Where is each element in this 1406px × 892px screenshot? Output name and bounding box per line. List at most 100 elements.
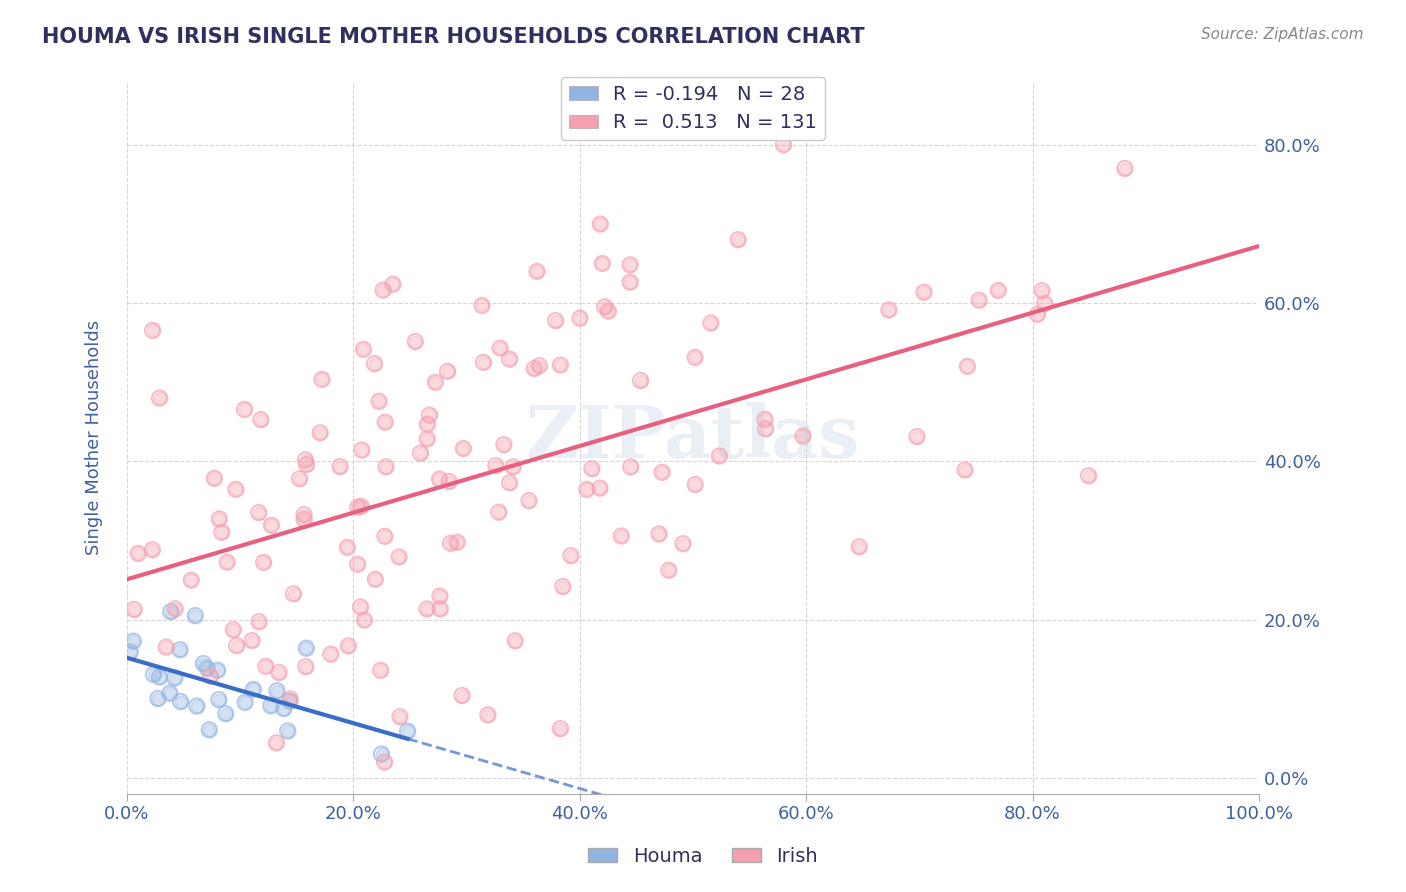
Point	[254, 659, 277, 673]
Point	[630, 374, 652, 388]
Point	[429, 589, 451, 603]
Point	[233, 696, 256, 710]
Point	[207, 663, 229, 677]
Point	[429, 602, 451, 616]
Point	[292, 512, 315, 526]
Point	[987, 284, 1010, 298]
Point	[498, 352, 520, 367]
Text: Source: ZipAtlas.com: Source: ZipAtlas.com	[1201, 27, 1364, 42]
Point	[278, 694, 301, 708]
Point	[755, 422, 778, 436]
Point	[453, 442, 475, 456]
Point	[374, 529, 396, 543]
Point	[198, 723, 221, 737]
Point	[292, 508, 315, 522]
Point	[388, 710, 411, 724]
Point	[589, 217, 612, 231]
Point	[200, 669, 222, 683]
Point	[429, 589, 451, 603]
Point	[186, 699, 208, 714]
Point	[489, 341, 512, 355]
Point	[630, 374, 652, 388]
Point	[146, 691, 169, 706]
Point	[683, 477, 706, 491]
Point	[195, 661, 218, 675]
Point	[619, 275, 641, 289]
Point	[598, 304, 620, 318]
Point	[419, 408, 441, 422]
Point	[1114, 161, 1136, 176]
Point	[409, 446, 432, 460]
Point	[485, 458, 508, 473]
Point	[120, 645, 142, 659]
Point	[260, 518, 283, 533]
Point	[436, 364, 458, 378]
Point	[416, 417, 439, 432]
Point	[912, 285, 935, 300]
Point	[127, 546, 149, 560]
Point	[273, 701, 295, 715]
Point	[404, 334, 426, 349]
Y-axis label: Single Mother Households: Single Mother Households	[86, 320, 103, 555]
Point	[591, 256, 613, 270]
Point	[292, 512, 315, 526]
Point	[247, 506, 270, 520]
Point	[877, 303, 900, 318]
Point	[488, 505, 510, 519]
Point	[575, 483, 598, 497]
Point	[370, 747, 392, 761]
Point	[122, 602, 145, 616]
Point	[180, 573, 202, 587]
Point	[368, 394, 391, 409]
Point	[159, 686, 181, 700]
Point	[186, 699, 208, 714]
Point	[364, 572, 387, 586]
Point	[581, 461, 603, 475]
Point	[319, 647, 342, 661]
Point	[142, 323, 165, 337]
Point	[142, 323, 165, 337]
Point	[347, 500, 370, 514]
Point	[610, 529, 633, 543]
Point	[987, 284, 1010, 298]
Point	[207, 663, 229, 677]
Point	[122, 634, 145, 648]
Point	[709, 449, 731, 463]
Point	[477, 707, 499, 722]
Point	[416, 602, 439, 616]
Point	[202, 471, 225, 485]
Point	[569, 311, 592, 326]
Point	[141, 542, 163, 557]
Point	[277, 723, 299, 738]
Point	[374, 755, 396, 769]
Point	[240, 633, 263, 648]
Point	[149, 391, 172, 405]
Point	[374, 415, 396, 429]
Point	[329, 459, 352, 474]
Point	[247, 615, 270, 629]
Point	[233, 402, 256, 417]
Point	[309, 425, 332, 440]
Point	[163, 671, 186, 685]
Point	[278, 692, 301, 706]
Point	[225, 483, 247, 497]
Point	[551, 580, 574, 594]
Point	[451, 689, 474, 703]
Point	[727, 233, 749, 247]
Point	[233, 402, 256, 417]
Point	[593, 300, 616, 314]
Point	[388, 549, 411, 564]
Point	[122, 602, 145, 616]
Point	[247, 506, 270, 520]
Point	[446, 535, 468, 549]
Point	[198, 723, 221, 737]
Point	[658, 563, 681, 577]
Point	[195, 661, 218, 675]
Point	[311, 372, 333, 386]
Point	[184, 608, 207, 623]
Point	[352, 343, 374, 357]
Legend: R = -0.194   N = 28, R =  0.513   N = 131: R = -0.194 N = 28, R = 0.513 N = 131	[561, 77, 825, 140]
Point	[905, 430, 928, 444]
Point	[336, 541, 359, 555]
Point	[353, 613, 375, 627]
